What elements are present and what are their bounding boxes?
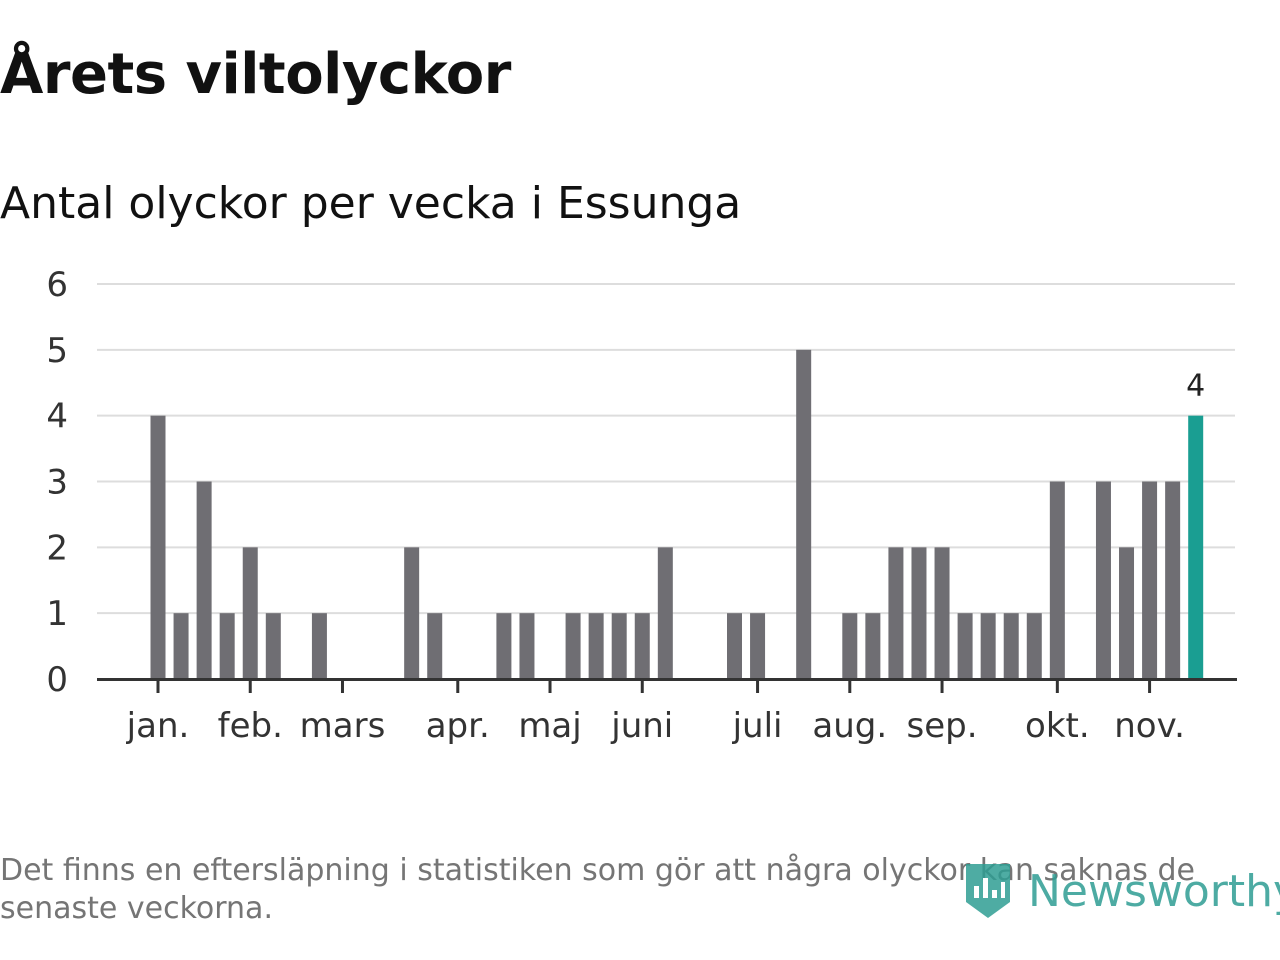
newsworthy-logo-icon [966, 864, 1010, 918]
bar [173, 613, 189, 679]
bar [611, 613, 627, 679]
bar [1026, 613, 1042, 679]
y-tick-label: 3 [46, 463, 68, 503]
y-tick-label: 0 [46, 660, 68, 700]
y-tick-label: 5 [46, 331, 68, 371]
bar [1142, 481, 1158, 679]
bar-chart: 0 1 2 3 4 5 6 jan. feb. mars apr. maj juni juli aug. s… [46, 265, 1237, 746]
x-tick-label: aug. [812, 706, 887, 746]
bar [911, 547, 927, 679]
bar [1165, 481, 1181, 679]
bar [150, 415, 166, 679]
x-axis-ticks: jan. feb. mars apr. maj juni juli aug. sep. okt. n… [126, 679, 1185, 746]
chart-subtitle: Antal olyckor per vecka i Essunga [0, 178, 742, 229]
y-tick-label: 1 [46, 594, 68, 634]
bar [519, 613, 535, 679]
data-labels: 4 [1186, 369, 1205, 404]
bar [957, 613, 973, 679]
x-tick-label: feb. [218, 706, 283, 746]
chart-title: Årets viltolyckor [0, 42, 511, 107]
bar [242, 547, 258, 679]
bar [980, 613, 996, 679]
bars [150, 349, 1204, 679]
y-tick-label: 2 [46, 528, 68, 568]
bar [311, 613, 327, 679]
bar [1095, 481, 1111, 679]
bar [842, 613, 858, 679]
bar [865, 613, 881, 679]
bar [1119, 547, 1135, 679]
x-tick-label: apr. [426, 706, 490, 746]
bar [588, 613, 604, 679]
x-tick-label: juli [732, 706, 783, 746]
y-tick-label: 6 [46, 265, 68, 305]
bar-latest-week [1188, 415, 1204, 679]
bar [634, 613, 650, 679]
x-tick-label: sep. [907, 706, 978, 746]
bar [934, 547, 950, 679]
y-axis-ticks: 0 1 2 3 4 5 6 [46, 265, 68, 700]
bar [404, 547, 420, 679]
x-tick-label: juni [610, 706, 673, 746]
bar [1003, 613, 1019, 679]
bar [496, 613, 512, 679]
x-tick-label: mars [300, 706, 386, 746]
bar [427, 613, 443, 679]
brand-logo: Newsworthy [962, 860, 1280, 922]
brand-name: Newsworthy [1028, 865, 1280, 917]
bar [657, 547, 673, 679]
bar [1049, 481, 1065, 679]
x-tick-label: okt. [1025, 706, 1090, 746]
x-tick-label: maj [518, 706, 581, 746]
x-tick-label: jan. [126, 706, 190, 746]
bar [196, 481, 212, 679]
y-tick-label: 4 [46, 397, 68, 437]
bar [565, 613, 581, 679]
bar [750, 613, 766, 679]
bar [727, 613, 742, 679]
bar [796, 349, 812, 679]
bar [888, 547, 904, 679]
bar [265, 613, 281, 679]
bar [219, 613, 235, 679]
data-label: 4 [1186, 369, 1205, 404]
x-tick-label: nov. [1114, 706, 1185, 746]
